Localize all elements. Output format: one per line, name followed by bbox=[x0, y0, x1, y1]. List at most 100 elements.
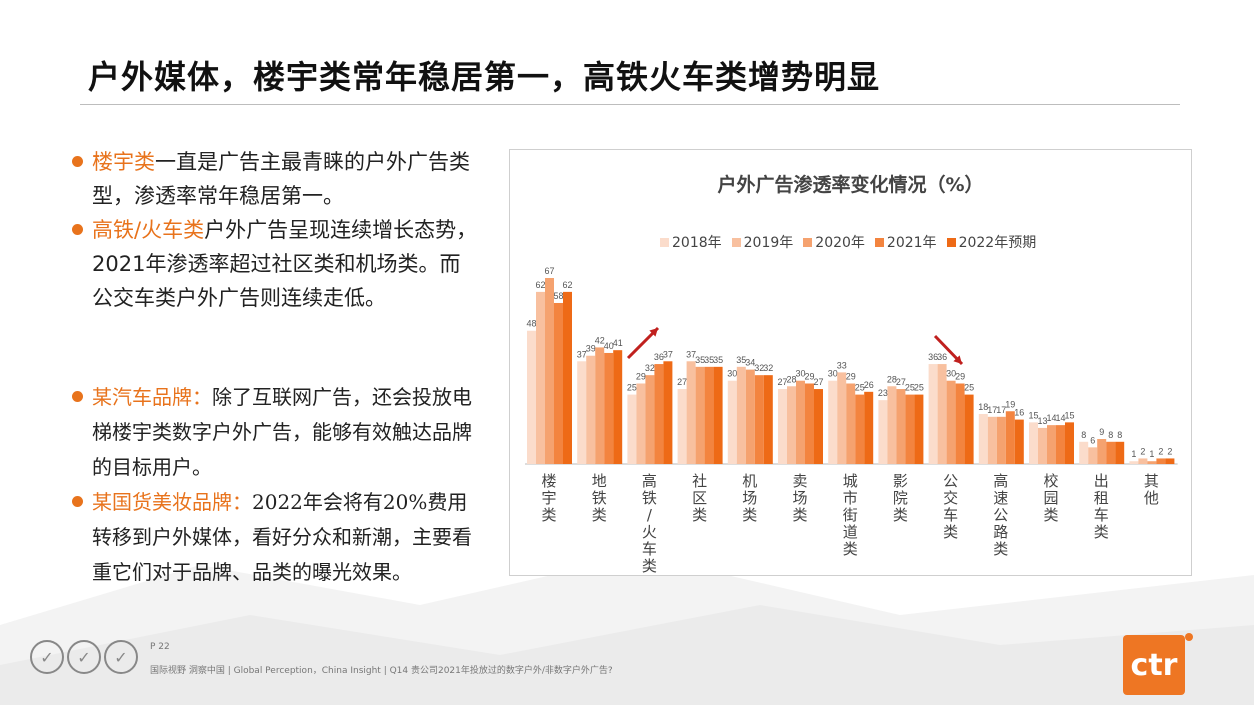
category-label: 交 bbox=[943, 489, 958, 507]
chart-bar bbox=[996, 416, 1006, 464]
category-label: 类 bbox=[943, 523, 958, 541]
legend-swatch-icon bbox=[946, 237, 956, 247]
chart-bar bbox=[937, 364, 947, 464]
chart-bar bbox=[745, 369, 755, 464]
legend-item: 2018年 bbox=[660, 232, 722, 252]
data-label: 67 bbox=[544, 266, 554, 276]
chart-bar bbox=[1047, 425, 1056, 464]
chart-bar bbox=[905, 394, 915, 464]
chart-bar bbox=[595, 347, 605, 464]
data-label: 37 bbox=[663, 349, 673, 359]
bullet-dot-icon bbox=[72, 156, 83, 167]
data-label: 2 bbox=[1158, 446, 1163, 456]
logo-registered-icon bbox=[1185, 633, 1193, 641]
bullet-dot-icon bbox=[72, 496, 83, 507]
category-label: 类 bbox=[893, 506, 908, 524]
data-label: 27 bbox=[813, 377, 823, 387]
certification-seal-icon: ✓ bbox=[30, 640, 64, 674]
bullet-highlight: 楼宇类 bbox=[92, 150, 155, 174]
category-label: 公 bbox=[993, 506, 1008, 524]
chart-bar bbox=[1065, 422, 1074, 464]
data-label: 48 bbox=[526, 319, 536, 329]
legend-item: 2022年预期 bbox=[946, 232, 1036, 252]
data-label: 8 bbox=[1108, 430, 1113, 440]
chart-bar bbox=[677, 389, 687, 464]
chart-bar bbox=[1029, 422, 1038, 464]
category-label: 影 bbox=[893, 472, 908, 490]
data-label: 32 bbox=[645, 363, 655, 373]
category-label: 类 bbox=[792, 506, 807, 524]
data-label: 35 bbox=[736, 355, 746, 365]
chart-bar bbox=[1088, 447, 1098, 464]
bullet-highlight: 某国货美妆品牌： bbox=[92, 490, 252, 514]
chart-bar bbox=[1038, 427, 1047, 464]
category-label: 其 bbox=[1144, 472, 1159, 490]
chart-bar bbox=[1005, 411, 1015, 464]
legend-label: 2019年 bbox=[743, 235, 794, 251]
bullet-text: 一直是广告主最青睐的户外广告类型，渗透率常年稳居第一。 bbox=[92, 150, 470, 208]
chart-bar bbox=[627, 394, 637, 464]
case-bullets: 某汽车品牌：除了互联网广告，还会投放电梯楼宇类数字户外广告，能够有效触达品牌的目… bbox=[70, 380, 480, 590]
data-label: 14 bbox=[1055, 413, 1065, 423]
title-divider bbox=[80, 104, 1180, 105]
data-label: 36 bbox=[937, 352, 947, 362]
category-label: 区 bbox=[692, 489, 707, 507]
data-label: 27 bbox=[677, 377, 687, 387]
chart-bar bbox=[577, 361, 587, 464]
data-label: 34 bbox=[745, 358, 755, 368]
category-label: 校 bbox=[1043, 472, 1058, 490]
chart-bar bbox=[796, 380, 805, 464]
data-label: 36 bbox=[654, 352, 664, 362]
category-label: 类 bbox=[742, 506, 757, 524]
data-label: 32 bbox=[763, 363, 773, 373]
data-label: 36 bbox=[928, 352, 938, 362]
data-label: 1 bbox=[1131, 449, 1136, 459]
bar-chart: 4862675862楼宇类3739424041地铁类2529323637高铁/火… bbox=[525, 266, 1178, 575]
bullet-highlight: 某汽车品牌： bbox=[92, 385, 212, 409]
data-label: 30 bbox=[946, 369, 956, 379]
category-label: 道 bbox=[843, 523, 858, 541]
chart-bar bbox=[1165, 458, 1175, 464]
bullet-text: 除了互联网广告，还会投放电梯楼宇类数字户外广告，能够有效触达品牌的目标用户。 bbox=[92, 385, 472, 479]
chart-bar bbox=[704, 366, 714, 464]
data-label: 28 bbox=[786, 374, 796, 384]
chart-bar bbox=[778, 389, 787, 464]
data-label: 39 bbox=[586, 344, 596, 354]
data-label: 15 bbox=[1028, 410, 1038, 420]
legend-label: 2018年 bbox=[672, 235, 722, 251]
data-label: 9 bbox=[1099, 427, 1104, 437]
summary-bullets: 楼宇类一直是广告主最青睐的户外广告类型，渗透率常年稳居第一。 高铁/火车类户外广… bbox=[70, 145, 480, 315]
category-label: 铁 bbox=[592, 489, 607, 507]
chart-bar bbox=[527, 330, 536, 464]
data-label: 62 bbox=[535, 280, 545, 290]
chart-bar bbox=[663, 361, 673, 464]
category-label: 路 bbox=[993, 523, 1008, 541]
chart-bar bbox=[864, 391, 874, 464]
category-label: 他 bbox=[1144, 489, 1159, 507]
data-label: 25 bbox=[905, 383, 915, 393]
data-label: 25 bbox=[627, 383, 637, 393]
chart-bar bbox=[713, 366, 723, 464]
chart-bar bbox=[645, 375, 655, 464]
chart-bar bbox=[1079, 441, 1089, 464]
chart-bar bbox=[814, 389, 823, 464]
category-label: 园 bbox=[1043, 489, 1058, 507]
data-label: 29 bbox=[955, 371, 965, 381]
bullet-text: 2022年会将有20%费用转移到户外媒体，看好分众和新潮，主要看重它们对于品牌、… bbox=[92, 490, 472, 584]
category-label: 市 bbox=[843, 489, 858, 507]
chart-bar bbox=[604, 352, 614, 464]
trend-down-arrow-icon bbox=[933, 334, 964, 366]
category-label: 街 bbox=[843, 506, 858, 524]
bullet-rail: 高铁/火车类户外广告呈现连续增长态势，2021年渗透率超过社区类和机场类。而公交… bbox=[70, 213, 480, 315]
data-label: 58 bbox=[553, 291, 563, 301]
certification-logos: ✓ ✓ ✓ bbox=[30, 640, 138, 674]
chart-bar bbox=[1014, 419, 1024, 464]
category-label: 机 bbox=[742, 472, 757, 490]
bullet-building: 楼宇类一直是广告主最青睐的户外广告类型，渗透率常年稳居第一。 bbox=[70, 145, 480, 213]
chart-bar bbox=[914, 394, 924, 464]
chart-bar bbox=[1106, 441, 1116, 464]
category-label: 铁 bbox=[642, 489, 657, 507]
category-label: 楼 bbox=[541, 472, 556, 490]
category-label: 类 bbox=[592, 506, 607, 524]
data-label: 35 bbox=[695, 355, 705, 365]
